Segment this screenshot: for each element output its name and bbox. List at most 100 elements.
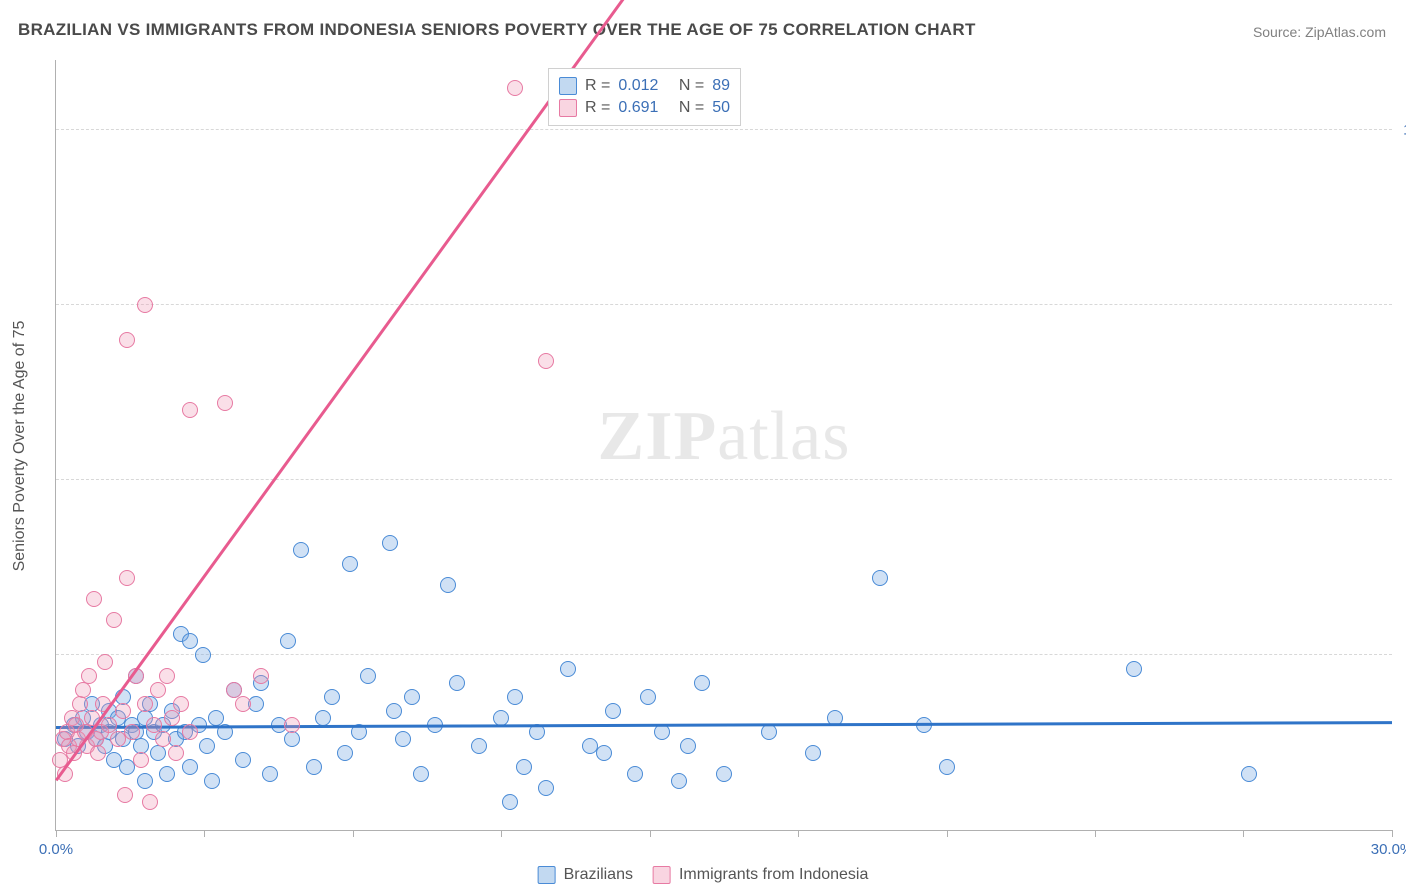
data-point (133, 752, 149, 768)
y-tick-label: 50.0% (1398, 472, 1406, 489)
data-point (150, 682, 166, 698)
data-point (627, 766, 643, 782)
x-tick (501, 830, 502, 837)
data-point (386, 703, 402, 719)
data-point (280, 633, 296, 649)
data-point (115, 703, 131, 719)
data-point (117, 787, 133, 803)
data-point (413, 766, 429, 782)
data-point (516, 759, 532, 775)
data-point (137, 696, 153, 712)
data-point (119, 332, 135, 348)
x-tick-label: 30.0% (1371, 841, 1406, 858)
legend-row: R = 0.012 N = 89 (559, 75, 730, 97)
data-point (173, 696, 189, 712)
x-tick (1095, 830, 1096, 837)
n-value: 89 (712, 77, 730, 95)
y-axis-title: Seniors Poverty Over the Age of 75 (11, 321, 29, 572)
legend-swatch-pink (653, 866, 671, 884)
n-label: N = (679, 99, 704, 117)
data-point (106, 612, 122, 628)
data-point (360, 668, 376, 684)
data-point (150, 745, 166, 761)
data-point (119, 570, 135, 586)
data-point (596, 745, 612, 761)
data-point (507, 689, 523, 705)
data-point (306, 759, 322, 775)
source-label: Source: ZipAtlas.com (1253, 24, 1386, 40)
data-point (694, 675, 710, 691)
gridline-horizontal (56, 304, 1392, 305)
data-point (761, 724, 777, 740)
legend-swatch-pink (559, 99, 577, 117)
data-point (235, 696, 251, 712)
data-point (293, 542, 309, 558)
correlation-legend: R = 0.012 N = 89 R = 0.691 N = 50 (548, 68, 741, 126)
data-point (97, 654, 113, 670)
y-tick-label: 75.0% (1398, 297, 1406, 314)
r-label: R = (585, 77, 610, 95)
series-legend: Brazilians Immigrants from Indonesia (538, 866, 869, 884)
x-tick (56, 830, 57, 837)
n-label: N = (679, 77, 704, 95)
n-value: 50 (712, 99, 730, 117)
data-point (182, 402, 198, 418)
data-point (262, 766, 278, 782)
data-point (449, 675, 465, 691)
legend-label: Immigrants from Indonesia (679, 866, 868, 884)
data-point (1241, 766, 1257, 782)
data-point (640, 689, 656, 705)
x-tick (353, 830, 354, 837)
data-point (124, 724, 140, 740)
data-point (159, 766, 175, 782)
data-point (671, 773, 687, 789)
data-point (164, 710, 180, 726)
r-label: R = (585, 99, 610, 117)
data-point (1126, 661, 1142, 677)
data-point (538, 353, 554, 369)
y-tick-label: 100.0% (1398, 122, 1406, 139)
data-point (342, 556, 358, 572)
gridline-horizontal (56, 129, 1392, 130)
legend-label: Brazilians (564, 866, 633, 884)
data-point (155, 731, 171, 747)
data-point (159, 668, 175, 684)
watermark: ZIPatlas (598, 397, 851, 477)
data-point (235, 752, 251, 768)
trend-line (56, 721, 1392, 728)
data-point (654, 724, 670, 740)
data-point (805, 745, 821, 761)
data-point (168, 745, 184, 761)
plot-area: ZIPatlas 25.0%50.0%75.0%100.0%0.0%30.0% (55, 60, 1392, 831)
x-tick (1392, 830, 1393, 837)
data-point (939, 759, 955, 775)
x-tick (204, 830, 205, 837)
data-point (217, 395, 233, 411)
data-point (182, 633, 198, 649)
data-point (253, 668, 269, 684)
data-point (90, 745, 106, 761)
legend-item: Brazilians (538, 866, 633, 884)
data-point (502, 794, 518, 810)
data-point (680, 738, 696, 754)
data-point (204, 773, 220, 789)
data-point (872, 570, 888, 586)
data-point (182, 724, 198, 740)
data-point (199, 738, 215, 754)
chart-title: BRAZILIAN VS IMMIGRANTS FROM INDONESIA S… (18, 20, 976, 40)
data-point (142, 794, 158, 810)
data-point (560, 661, 576, 677)
data-point (81, 668, 97, 684)
gridline-horizontal (56, 654, 1392, 655)
x-tick (798, 830, 799, 837)
data-point (324, 689, 340, 705)
gridline-horizontal (56, 479, 1392, 480)
data-point (382, 535, 398, 551)
legend-swatch-blue (559, 77, 577, 95)
data-point (72, 696, 88, 712)
chart-container: BRAZILIAN VS IMMIGRANTS FROM INDONESIA S… (0, 0, 1406, 892)
data-point (284, 717, 300, 733)
data-point (315, 710, 331, 726)
data-point (395, 731, 411, 747)
data-point (75, 682, 91, 698)
